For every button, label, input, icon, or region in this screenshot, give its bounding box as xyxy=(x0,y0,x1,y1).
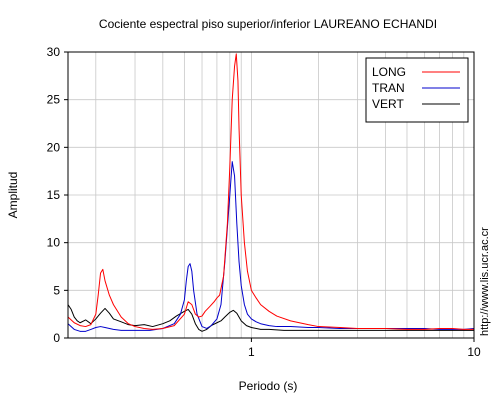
y-tick-label: 25 xyxy=(47,93,61,107)
x-tick-label: 1 xyxy=(248,345,255,359)
legend: LONG TRAN VERT xyxy=(365,57,469,123)
legend-label-vert: VERT xyxy=(372,97,404,111)
legend-box xyxy=(365,57,469,123)
chart-title: Cociente espectral piso superior/inferio… xyxy=(99,17,437,31)
y-tick-label: 0 xyxy=(53,331,60,345)
series-line-long xyxy=(67,53,474,330)
y-axis-label: Amplitud xyxy=(6,172,20,219)
y-tick-label: 15 xyxy=(47,188,61,202)
x-tick-label: 10 xyxy=(467,345,481,359)
legend-label-tran: TRAN xyxy=(372,81,405,95)
legend-label-long: LONG xyxy=(372,65,406,79)
y-tick-label: 30 xyxy=(47,45,61,59)
x-axis-label: Periodo (s) xyxy=(239,379,298,393)
y-tick-label: 10 xyxy=(47,236,61,250)
y-tick-label: 20 xyxy=(47,140,61,154)
series-layer xyxy=(67,53,475,332)
series-line-tran xyxy=(67,161,475,332)
axes: 0 5 10 15 20 25 30 1 10 xyxy=(47,45,481,359)
y-tick-label: 5 xyxy=(53,283,60,297)
series-line-vert xyxy=(67,304,474,332)
watermark-url: http://www.lis.ucr.ac.cr xyxy=(479,227,491,336)
